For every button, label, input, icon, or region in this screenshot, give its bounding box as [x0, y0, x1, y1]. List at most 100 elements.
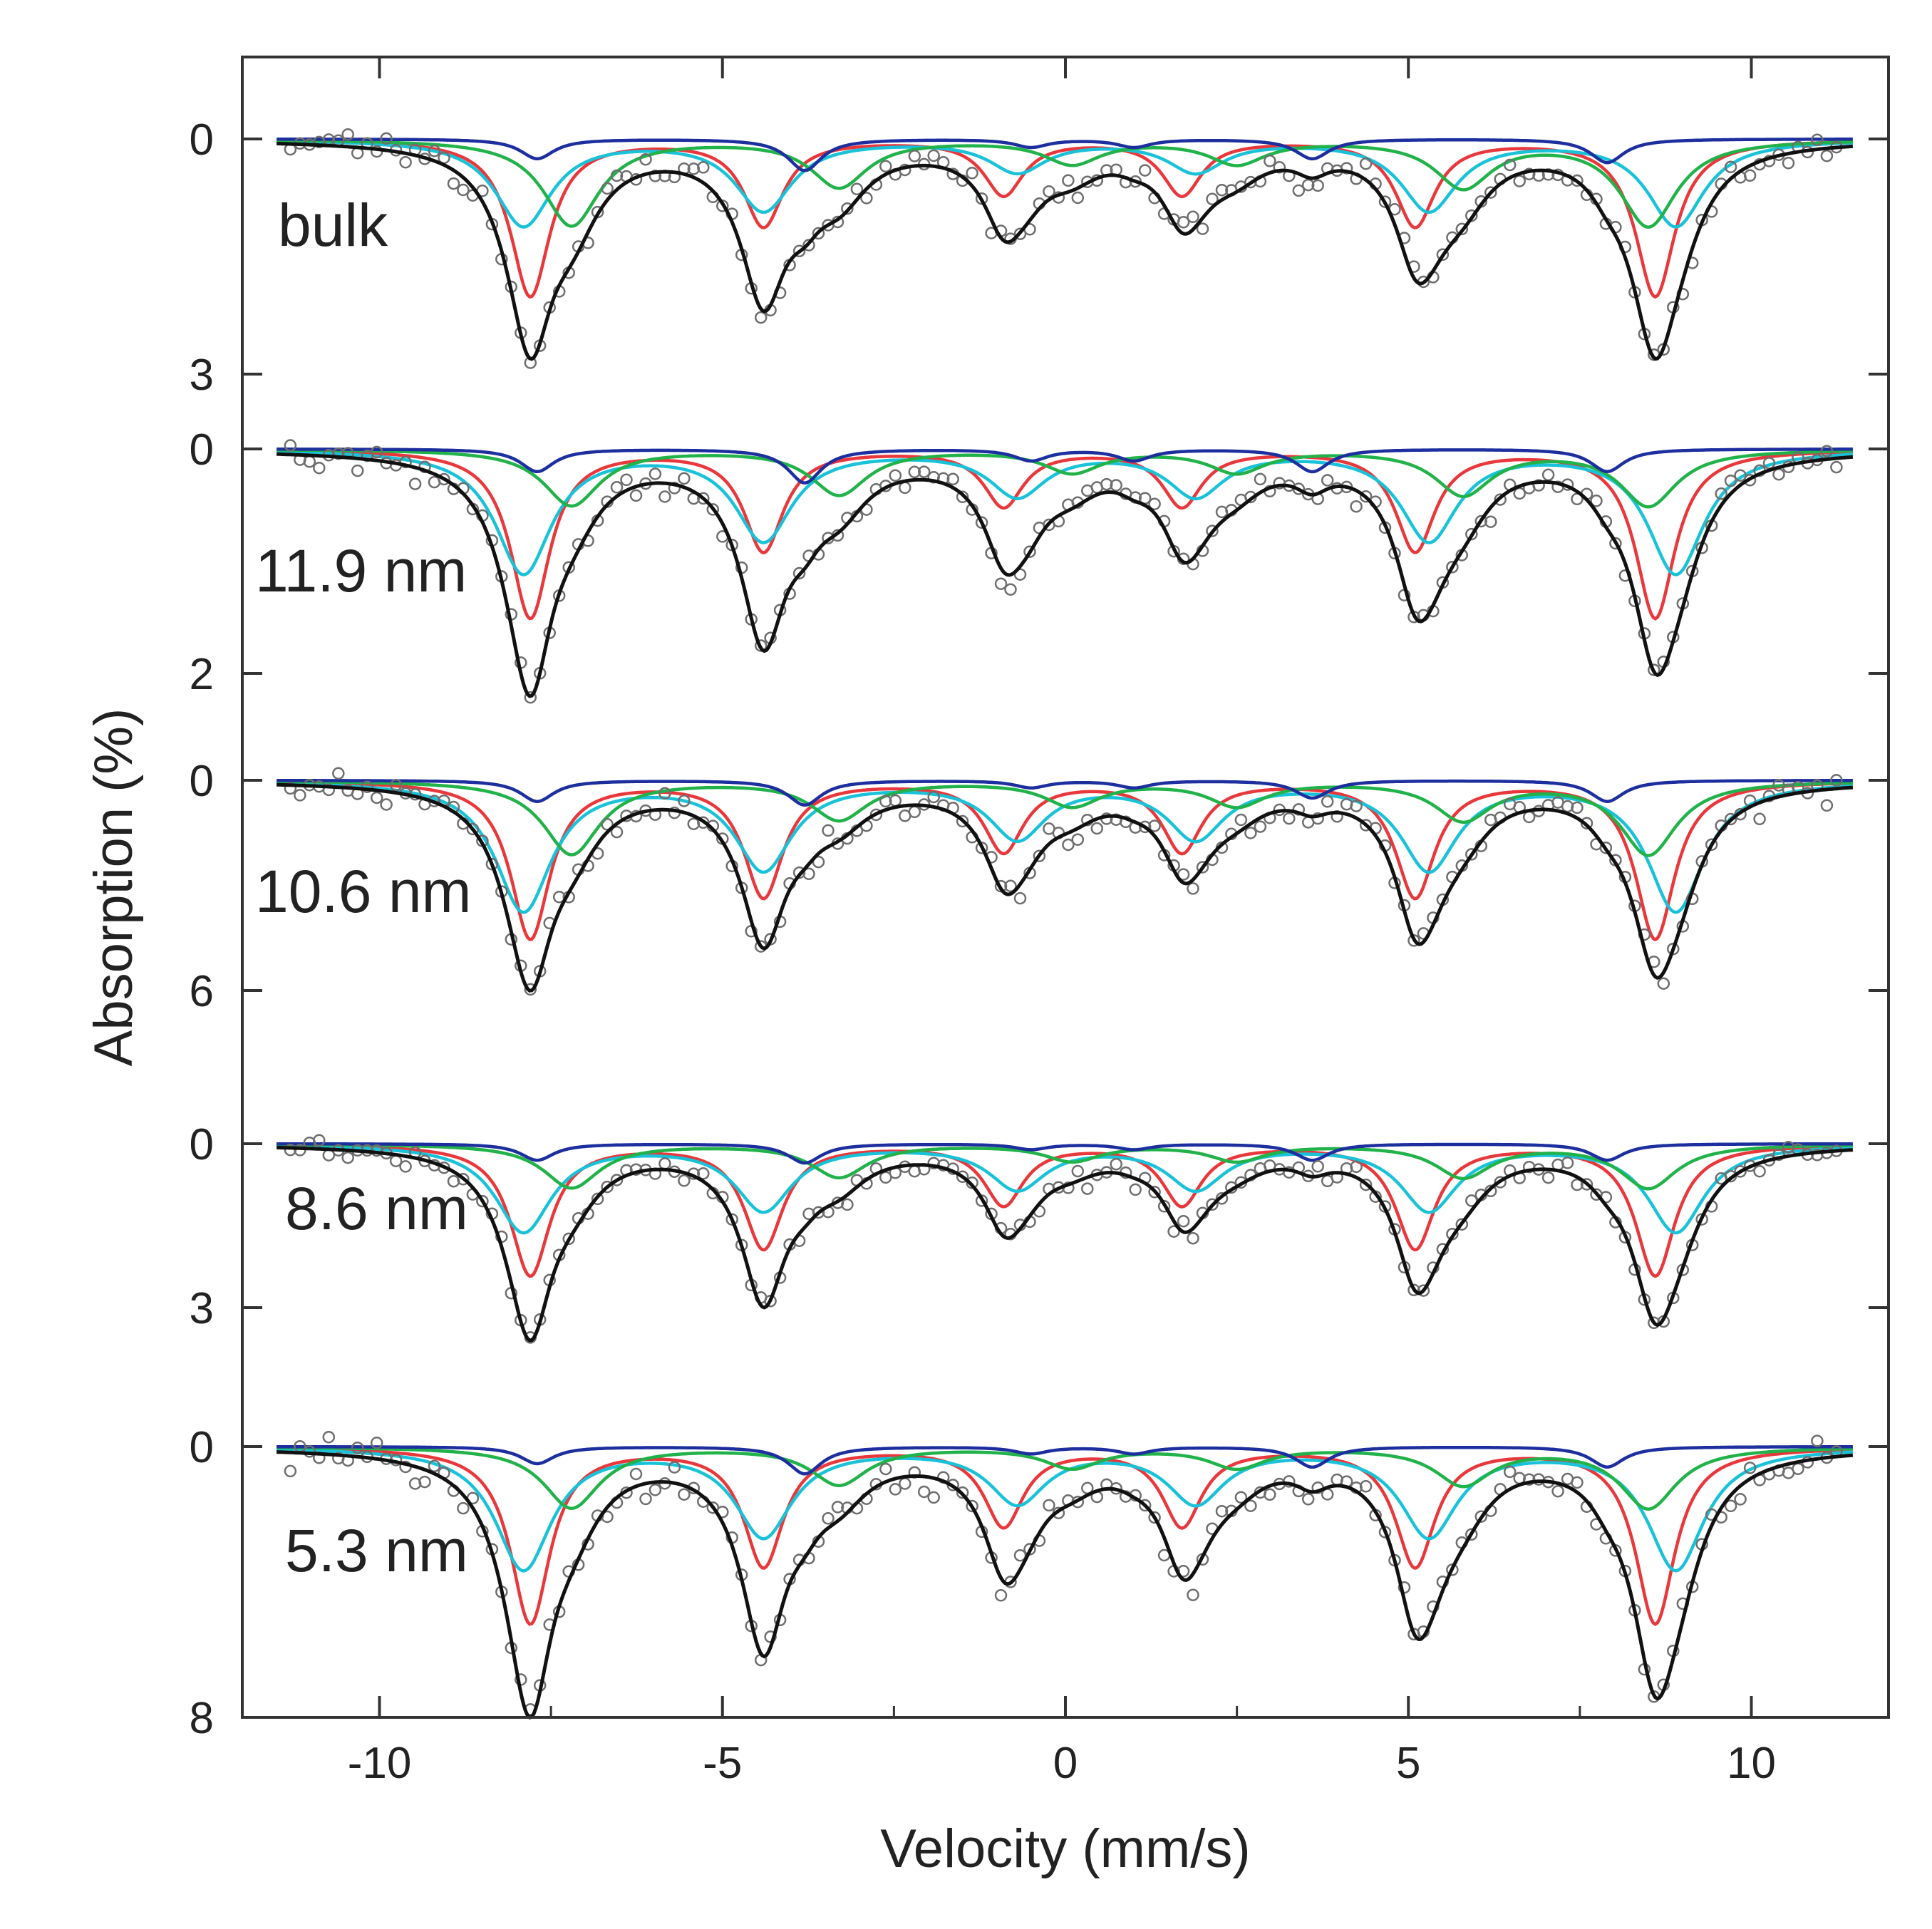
y-tick-label: 3 [190, 1284, 214, 1333]
data-point [869, 808, 883, 822]
data-point [562, 1232, 575, 1246]
y-tick-label: 8 [190, 1694, 214, 1743]
data-point [1110, 1157, 1122, 1171]
fit-component-green [277, 1142, 1853, 1191]
fit-component-cyan [277, 1448, 1853, 1573]
data-point [1724, 1499, 1737, 1513]
y-axis-title: Absorption (%) [83, 708, 144, 1067]
panel-label: 8.6 nm [285, 1175, 468, 1242]
x-tick-label: 0 [1053, 1739, 1078, 1788]
panels-layer: 0 3 bulk 0 2 11.9 nm 0 6 10.6 nm 0 3 8.6 nm 0 8 5.3 nm [190, 115, 1889, 1743]
data-point [610, 825, 624, 839]
data-point [1465, 848, 1478, 861]
data-point [1148, 497, 1161, 510]
data-point [1071, 1164, 1085, 1178]
data-point [1177, 1214, 1190, 1228]
data-point [284, 439, 297, 452]
data-point [1187, 1231, 1199, 1245]
data-point [956, 814, 969, 828]
data-point [879, 1462, 892, 1476]
panel-1: 0 2 11.9 nm [190, 425, 1889, 704]
data-point [946, 472, 959, 486]
data-point [1244, 827, 1257, 839]
data-point [457, 1173, 470, 1186]
data-point [1138, 1499, 1152, 1512]
data-point [678, 1174, 691, 1187]
data-point [1378, 195, 1392, 208]
data-point [1148, 1186, 1161, 1199]
y-tick-label: 0 [190, 757, 214, 806]
data-point [524, 691, 537, 704]
data-point [1830, 774, 1843, 787]
x-axis-title: Velocity (mm/s) [880, 1819, 1250, 1879]
data-point [792, 244, 806, 258]
data-point [1081, 1182, 1094, 1195]
data-point [889, 1483, 902, 1496]
data-point [457, 1501, 470, 1515]
data-point [1811, 133, 1824, 147]
data-point [678, 1488, 691, 1501]
data-point [1503, 158, 1517, 172]
data-point [1734, 807, 1747, 821]
data-point [1465, 527, 1478, 541]
data-point [1359, 1480, 1373, 1493]
data-point [370, 445, 383, 459]
data-point [668, 482, 681, 495]
data-point [380, 132, 393, 145]
data-point [1177, 216, 1190, 229]
data-point [1264, 155, 1276, 167]
data-point [1350, 1160, 1363, 1174]
fit-total [277, 452, 1854, 698]
data-point [322, 1430, 336, 1444]
data-point [1820, 149, 1834, 162]
data-point [1206, 192, 1219, 206]
data-point [1350, 500, 1363, 513]
data-point [889, 469, 902, 482]
data-point [1340, 162, 1353, 175]
data-point [966, 1499, 978, 1513]
data-point [822, 1512, 835, 1525]
data-point [1254, 472, 1267, 486]
data-point [1705, 838, 1718, 852]
data-point [1062, 174, 1075, 187]
data-point [294, 789, 306, 802]
data-point [1359, 490, 1373, 503]
data-point [927, 1491, 940, 1504]
data-point [649, 1484, 662, 1496]
data-point [706, 503, 720, 516]
data-point [994, 1589, 1008, 1602]
data-point [956, 490, 969, 504]
data-point [1206, 1198, 1219, 1211]
data-point [1494, 1176, 1507, 1189]
data-point [1301, 1493, 1315, 1506]
data-point [1446, 561, 1459, 574]
data-point [1244, 1499, 1257, 1512]
data-point [1043, 1499, 1055, 1512]
data-point [697, 492, 710, 505]
data-point [1110, 479, 1122, 492]
data-point [802, 867, 815, 881]
data-point [1734, 469, 1747, 482]
data-point [1196, 222, 1209, 235]
data-point [975, 842, 988, 854]
data-point [1715, 487, 1727, 500]
data-point [1571, 1476, 1584, 1489]
data-point [697, 1167, 710, 1180]
data-point [332, 767, 345, 780]
data-point [1484, 186, 1497, 199]
data-point [341, 1151, 354, 1164]
data-point [466, 822, 480, 836]
fit-component-green [277, 1446, 1853, 1511]
panel-label: 10.6 nm [255, 858, 472, 925]
data-point [1734, 1165, 1747, 1178]
x-tick-label: 10 [1727, 1739, 1776, 1788]
data-point [1187, 882, 1199, 895]
data-point [1138, 820, 1152, 834]
y-tick-label: 0 [190, 1120, 214, 1169]
data-point [1484, 1184, 1497, 1198]
data-point [1474, 1510, 1488, 1523]
data-point [1474, 514, 1488, 528]
data-point [975, 516, 988, 529]
data-point [956, 1486, 969, 1499]
data-point [1494, 493, 1507, 506]
